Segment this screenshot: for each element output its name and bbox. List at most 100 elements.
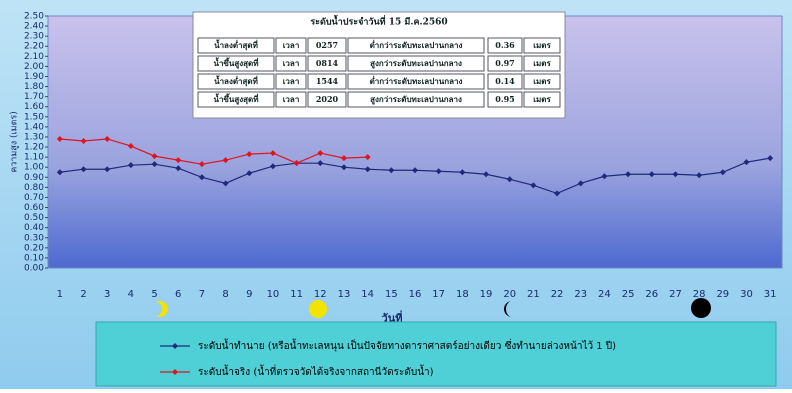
table-cell xyxy=(197,37,275,54)
data-point xyxy=(625,171,632,178)
legend-label: ระดับน้ำจริง (น้ำที่ตรวจวัดได้จริงจากสถา… xyxy=(198,364,434,378)
data-point xyxy=(601,173,608,180)
data-point xyxy=(554,190,561,197)
moon-icon xyxy=(691,298,711,318)
y-tick-label: 0.30 xyxy=(24,233,44,243)
y-tick-label: 2.20 xyxy=(24,42,44,52)
table-cell xyxy=(347,37,485,54)
data-point xyxy=(56,169,63,176)
x-tick-label: 7 xyxy=(199,289,205,300)
table-cell xyxy=(523,73,561,90)
data-point xyxy=(151,161,158,168)
y-tick-label: 2.00 xyxy=(24,62,44,72)
y-tick-label: 1.60 xyxy=(24,102,44,112)
x-tick-label: 10 xyxy=(267,289,280,300)
y-tick-label: 0.50 xyxy=(24,213,44,223)
y-tick-label: 0.80 xyxy=(24,183,44,193)
x-tick-label: 19 xyxy=(480,289,493,300)
x-tick-label: 5 xyxy=(151,289,157,300)
table-cell xyxy=(487,55,523,72)
info-title: ระดับน้ำประจำวันที่ 15 มี.ค.2560 xyxy=(310,15,447,28)
x-tick-label: 28 xyxy=(693,289,706,300)
y-tick-label: 2.10 xyxy=(24,52,44,62)
legend xyxy=(95,321,777,387)
table-cell xyxy=(275,37,307,54)
y-tick-label: 0.20 xyxy=(24,243,44,253)
x-tick-label: 11 xyxy=(290,289,303,300)
data-point xyxy=(80,137,87,144)
y-tick-label: 0.40 xyxy=(24,223,44,233)
table-text: เมตร xyxy=(533,58,551,68)
x-tick-label: 12 xyxy=(314,289,327,300)
data-point xyxy=(104,135,111,142)
data-point xyxy=(364,166,371,173)
y-tick-label: 0.70 xyxy=(24,193,44,203)
data-point xyxy=(317,150,324,157)
legend-marker xyxy=(172,369,178,375)
table-text: ต่ำกว่าระดับทะเลปานกลาง xyxy=(370,75,463,86)
table-cell xyxy=(197,91,275,108)
x-tick-label: 20 xyxy=(503,289,516,300)
x-tick-label: 23 xyxy=(574,289,587,300)
y-tick-label: 0.90 xyxy=(24,173,44,183)
moon-phases xyxy=(156,298,711,318)
moon-icon xyxy=(156,301,168,317)
y-tick-label: 1.80 xyxy=(24,82,44,92)
table-text: เมตร xyxy=(533,94,551,104)
table-cell xyxy=(275,73,307,90)
data-point xyxy=(577,180,584,187)
legend-label: ระดับน้ำทำนาย (หรือน้ำทะเลหนุน เป็นปัจจั… xyxy=(198,338,616,352)
data-point xyxy=(435,168,442,175)
data-point xyxy=(198,174,205,181)
data-point xyxy=(506,176,513,183)
table-cell xyxy=(523,37,561,54)
data-point xyxy=(340,155,347,162)
x-tick-label: 16 xyxy=(409,289,422,300)
data-point xyxy=(743,159,750,166)
x-tick-label: 1 xyxy=(57,289,63,300)
table-text: น้ำขึ้นสูงสุดที่ xyxy=(213,93,258,105)
x-tick-label: 6 xyxy=(175,289,181,300)
table-text: 0.36 xyxy=(495,40,515,50)
data-point xyxy=(222,157,229,164)
x-tick-label: 4 xyxy=(128,289,134,300)
x-tick-label: 15 xyxy=(385,289,398,300)
data-point xyxy=(340,164,347,171)
table-text: น้ำลงต่ำสุดที่ xyxy=(214,39,258,51)
data-point xyxy=(56,135,63,142)
table-cell xyxy=(487,37,523,54)
data-point xyxy=(293,160,300,167)
data-point xyxy=(483,171,490,178)
data-point xyxy=(127,162,134,169)
table-text: 0.14 xyxy=(495,76,515,86)
table-text: ต่ำกว่าระดับทะเลปานกลาง xyxy=(370,39,463,50)
y-tick-label: 1.40 xyxy=(24,122,44,132)
table-text: สูงกว่าระดับทะเลปานกลาง xyxy=(370,58,462,69)
x-tick-label: 2 xyxy=(80,289,86,300)
table-cell xyxy=(487,73,523,90)
table-text: 2020 xyxy=(316,94,339,104)
x-tick-label: 9 xyxy=(246,289,252,300)
y-tick-label: 0.60 xyxy=(24,203,44,213)
data-point xyxy=(80,166,87,173)
x-tick-label: 14 xyxy=(361,289,374,300)
series-line xyxy=(59,138,368,165)
data-point xyxy=(175,157,182,164)
data-point xyxy=(246,151,253,158)
table-cell xyxy=(197,55,275,72)
y-tick-label: 0.00 xyxy=(24,264,44,274)
data-point xyxy=(175,165,182,172)
x-axis-label: วันที่ xyxy=(382,310,403,325)
x-tick-label: 24 xyxy=(598,289,611,300)
data-point xyxy=(696,172,703,179)
table-cell xyxy=(275,91,307,108)
data-point xyxy=(767,155,774,162)
table-text: สูงกว่าระดับทะเลปานกลาง xyxy=(370,94,462,105)
x-tick-label: 25 xyxy=(622,289,635,300)
table-cell xyxy=(523,55,561,72)
data-point xyxy=(246,170,253,177)
data-point xyxy=(269,163,276,170)
moon-icon xyxy=(309,300,327,318)
table-text: เมตร xyxy=(533,76,551,86)
